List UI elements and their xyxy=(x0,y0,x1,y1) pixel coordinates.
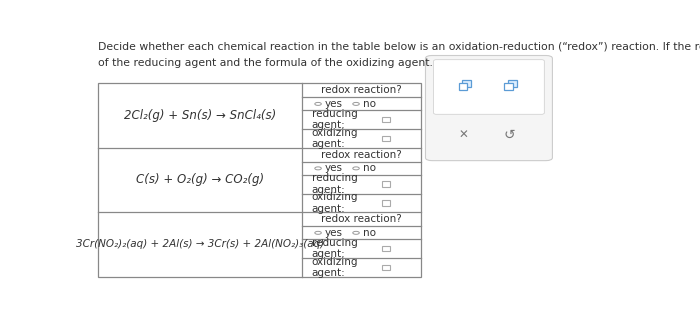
Text: no: no xyxy=(363,99,376,109)
FancyBboxPatch shape xyxy=(504,83,513,90)
Text: yes: yes xyxy=(325,228,343,238)
FancyBboxPatch shape xyxy=(382,136,390,141)
Text: oxidizing
agent:: oxidizing agent: xyxy=(312,257,358,278)
Text: no: no xyxy=(363,163,376,173)
FancyBboxPatch shape xyxy=(458,83,468,90)
Text: oxidizing
agent:: oxidizing agent: xyxy=(312,192,358,214)
Text: yes: yes xyxy=(325,163,343,173)
Text: oxidizing
agent:: oxidizing agent: xyxy=(312,128,358,149)
Text: reducing
agent:: reducing agent: xyxy=(312,238,357,260)
FancyBboxPatch shape xyxy=(382,200,390,206)
Text: C(s) + O₂(g) → CO₂(g): C(s) + O₂(g) → CO₂(g) xyxy=(136,174,264,186)
Text: 3Cr(NO₂)₂(aq) + 2Al(s) → 3Cr(s) + 2Al(NO₂)₃(aq): 3Cr(NO₂)₂(aq) + 2Al(s) → 3Cr(s) + 2Al(NO… xyxy=(76,240,324,250)
FancyBboxPatch shape xyxy=(426,55,552,161)
FancyBboxPatch shape xyxy=(382,181,390,187)
Text: of the reducing agent and the formula of the oxidizing agent.: of the reducing agent and the formula of… xyxy=(98,59,433,69)
Text: reducing
agent:: reducing agent: xyxy=(312,173,357,195)
Text: no: no xyxy=(363,228,376,238)
FancyBboxPatch shape xyxy=(382,117,390,122)
Text: 2Cl₂(g) + Sn(s) → SnCl₄(s): 2Cl₂(g) + Sn(s) → SnCl₄(s) xyxy=(124,109,276,122)
FancyBboxPatch shape xyxy=(508,80,517,87)
Text: ✕: ✕ xyxy=(459,129,469,142)
Text: reducing
agent:: reducing agent: xyxy=(312,109,357,130)
FancyBboxPatch shape xyxy=(462,80,471,87)
Text: redox reaction?: redox reaction? xyxy=(321,214,402,224)
FancyBboxPatch shape xyxy=(382,265,390,270)
Text: redox reaction?: redox reaction? xyxy=(321,85,402,95)
Text: redox reaction?: redox reaction? xyxy=(321,150,402,160)
FancyBboxPatch shape xyxy=(433,60,545,114)
Text: Decide whether each chemical reaction in the table below is an oxidation-reducti: Decide whether each chemical reaction in… xyxy=(98,41,700,51)
Text: ↺: ↺ xyxy=(503,128,515,142)
Text: yes: yes xyxy=(325,99,343,109)
FancyBboxPatch shape xyxy=(382,246,390,251)
